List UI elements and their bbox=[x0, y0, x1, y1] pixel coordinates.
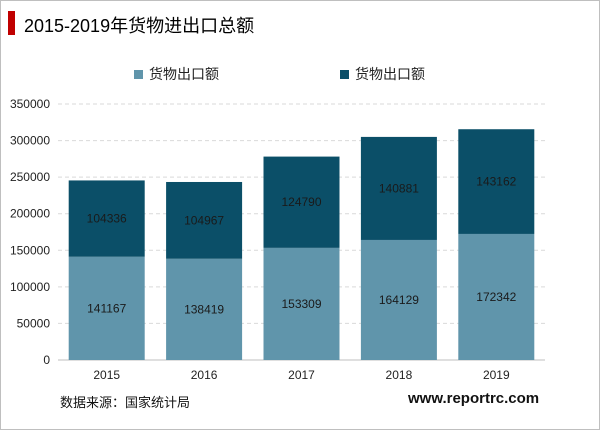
data-label: 124790 bbox=[281, 195, 321, 209]
y-tick-label: 300000 bbox=[10, 134, 50, 148]
bar-segment-top bbox=[68, 180, 145, 257]
bar-segment-bottom bbox=[263, 247, 340, 360]
x-tick-label: 2017 bbox=[288, 368, 315, 382]
y-tick-label: 250000 bbox=[10, 170, 50, 184]
y-tick-label: 0 bbox=[43, 353, 50, 367]
bar-segment-top bbox=[263, 156, 340, 248]
site-watermark: www.reportrc.com bbox=[408, 390, 540, 407]
data-label: 140881 bbox=[379, 181, 419, 195]
data-label: 104336 bbox=[87, 212, 127, 226]
y-tick-label: 200000 bbox=[10, 207, 50, 221]
legend-item-series-2: 货物出口额 bbox=[340, 64, 425, 84]
bar-segment-top bbox=[166, 181, 243, 259]
page-title: 2015-2019年货物进出口总额 bbox=[24, 16, 255, 36]
x-tick-label: 2019 bbox=[483, 368, 510, 382]
data-label: 143162 bbox=[476, 175, 516, 189]
data-label: 141167 bbox=[87, 301, 126, 315]
y-tick-label: 150000 bbox=[10, 243, 50, 257]
y-tick-label: 350000 bbox=[10, 97, 50, 111]
bar-segment-top bbox=[360, 136, 437, 240]
data-label: 172342 bbox=[476, 290, 516, 304]
bar-segment-top bbox=[458, 129, 535, 234]
legend-label-series-2: 货物出口额 bbox=[355, 66, 425, 82]
bar-segment-bottom bbox=[458, 233, 535, 360]
legend-label-series-1: 货物出口额 bbox=[149, 66, 219, 82]
data-label: 153309 bbox=[281, 297, 321, 311]
bar-segment-bottom bbox=[68, 256, 145, 360]
data-label: 104967 bbox=[184, 213, 224, 227]
x-tick-label: 2018 bbox=[386, 368, 413, 382]
legend-swatch-series-1 bbox=[134, 69, 143, 79]
y-tick-label: 100000 bbox=[10, 280, 50, 294]
chart-legend: 货物出口额 货物出口额 bbox=[0, 64, 600, 84]
title-accent-bar bbox=[8, 11, 15, 35]
data-label: 138419 bbox=[184, 302, 224, 316]
bar-segment-bottom bbox=[360, 239, 437, 360]
data-label: 164129 bbox=[379, 293, 419, 307]
x-tick-label: 2015 bbox=[93, 368, 120, 382]
y-tick-label: 50000 bbox=[17, 316, 51, 330]
data-source-note: 数据来源：国家统计局 bbox=[60, 395, 191, 410]
x-tick-label: 2016 bbox=[191, 368, 218, 382]
legend-item-series-1: 货物出口额 bbox=[134, 64, 219, 84]
legend-swatch-series-2 bbox=[340, 69, 349, 79]
bar-segment-bottom bbox=[166, 258, 243, 360]
